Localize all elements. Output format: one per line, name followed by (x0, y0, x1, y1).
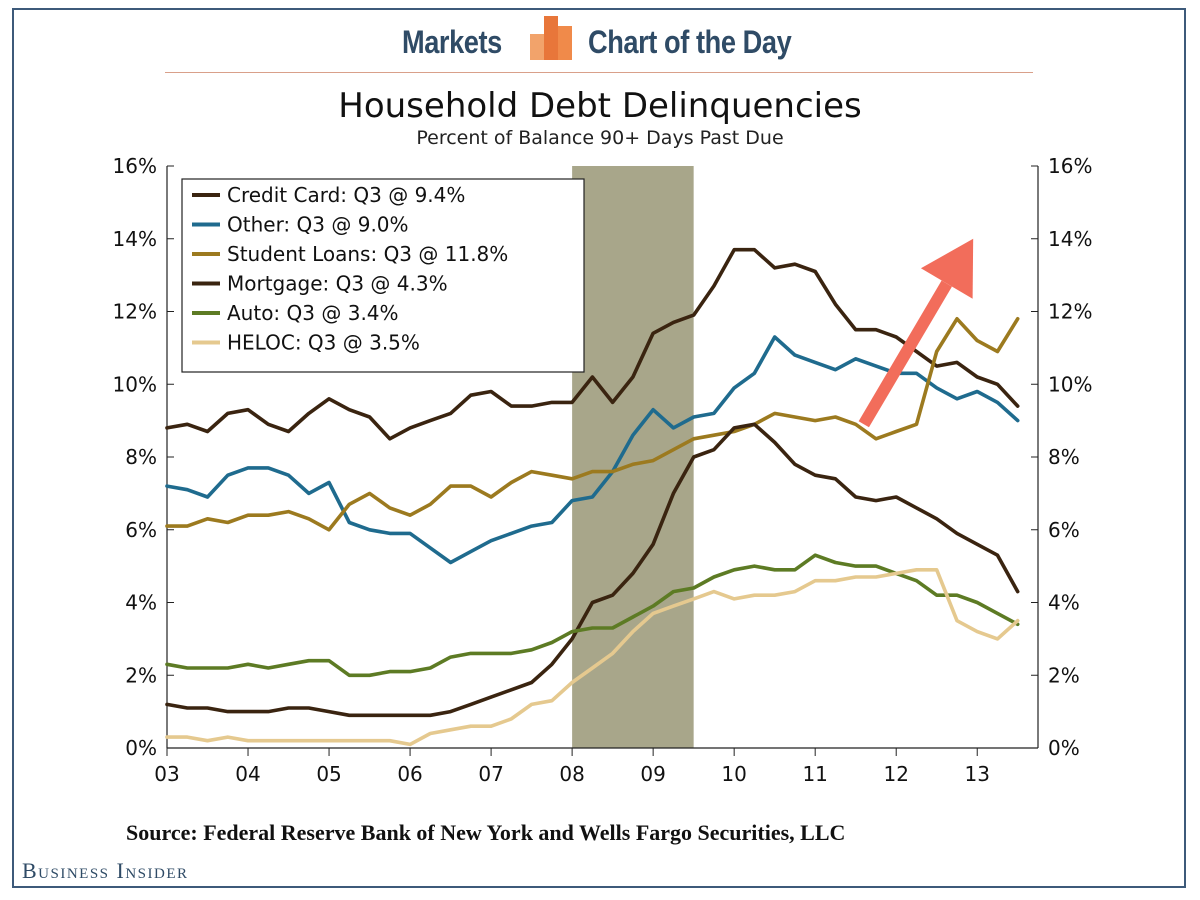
series-line-1 (165, 335, 1020, 565)
bar-chart-icon (530, 16, 572, 60)
trend-arrow-shaft (858, 280, 952, 428)
x-tick-label: 12 (883, 762, 908, 786)
y-tick-label-left: 16% (113, 154, 157, 178)
x-axis: 03 04 05 06 07 08 09 10 11 12 13 (154, 748, 990, 786)
trend-arrow-head (920, 238, 974, 299)
legend-label: HELOC: Q3 @ 3.5% (227, 331, 420, 355)
legend-label: Mortgage: Q3 @ 4.3% (227, 272, 448, 296)
legend-box (181, 178, 585, 373)
series-line-3 (165, 422, 1020, 718)
y-axis-right: 0% 2% 4% 6% 8% 10% 12% 14% 16% (1031, 154, 1092, 760)
legend: Credit Card: Q3 @ 9.4% Other: Q3 @ 9.0% St… (181, 178, 585, 373)
y-tick-label-right: 16% (1048, 154, 1092, 178)
markets-label: Markets (402, 24, 502, 60)
x-tick-label: 05 (316, 762, 341, 786)
series-line-0 (165, 247, 1020, 441)
y-tick-label-left: 0% (125, 736, 157, 760)
series-lines (165, 247, 1020, 747)
series-line-5 (165, 567, 1020, 747)
series-line-4 (165, 553, 1020, 678)
y-tick-label-left: 8% (125, 445, 157, 469)
markets-header: Markets Chart of the Day (0, 16, 1200, 68)
chart-of-the-day-label: Chart of the Day (588, 24, 792, 60)
y-tick-label-left: 10% (113, 372, 157, 396)
y-tick-label-right: 4% (1048, 591, 1080, 615)
y-tick-label-right: 2% (1048, 663, 1080, 687)
y-tick-label-left: 12% (113, 300, 157, 324)
series-line-2 (165, 316, 1020, 532)
x-tick-label: 08 (559, 762, 584, 786)
x-tick-label: 13 (965, 762, 990, 786)
y-axis-left: 0% 2% 4% 6% 8% 10% 12% 14% 16% (113, 154, 174, 760)
y-tick-label-right: 6% (1048, 518, 1080, 542)
chart-title: Household Debt Delinquencies (338, 86, 861, 126)
x-tick-label: 09 (640, 762, 665, 786)
x-tick-label: 04 (235, 762, 260, 786)
x-tick-label: 06 (397, 762, 422, 786)
legend-label: Student Loans: Q3 @ 11.8% (227, 242, 508, 266)
y-tick-label-left: 2% (125, 663, 157, 687)
legend-label: Credit Card: Q3 @ 9.4% (227, 183, 465, 207)
source-note: Source: Federal Reserve Bank of New York… (126, 820, 846, 845)
y-tick-label-right: 0% (1048, 736, 1080, 760)
y-tick-label-left: 6% (125, 518, 157, 542)
x-tick-label: 07 (478, 762, 503, 786)
x-tick-label: 10 (721, 762, 746, 786)
y-tick-label-right: 10% (1048, 372, 1092, 396)
trend-arrow (858, 238, 974, 428)
legend-label: Auto: Q3 @ 3.4% (227, 301, 399, 325)
x-tick-label: 11 (802, 762, 827, 786)
y-tick-label-right: 14% (1048, 227, 1092, 251)
business-insider-logo: Business Insider (22, 858, 189, 883)
chart-subtitle: Percent of Balance 90+ Days Past Due (416, 127, 783, 149)
y-tick-label-right: 8% (1048, 445, 1080, 469)
y-tick-label-left: 4% (125, 591, 157, 615)
header-divider (165, 72, 1033, 73)
legend-label: Other: Q3 @ 9.0% (227, 213, 409, 237)
y-tick-label-left: 14% (113, 227, 157, 251)
recession-shading (572, 166, 694, 748)
x-tick-label: 03 (154, 762, 179, 786)
y-tick-label-right: 12% (1048, 300, 1092, 324)
